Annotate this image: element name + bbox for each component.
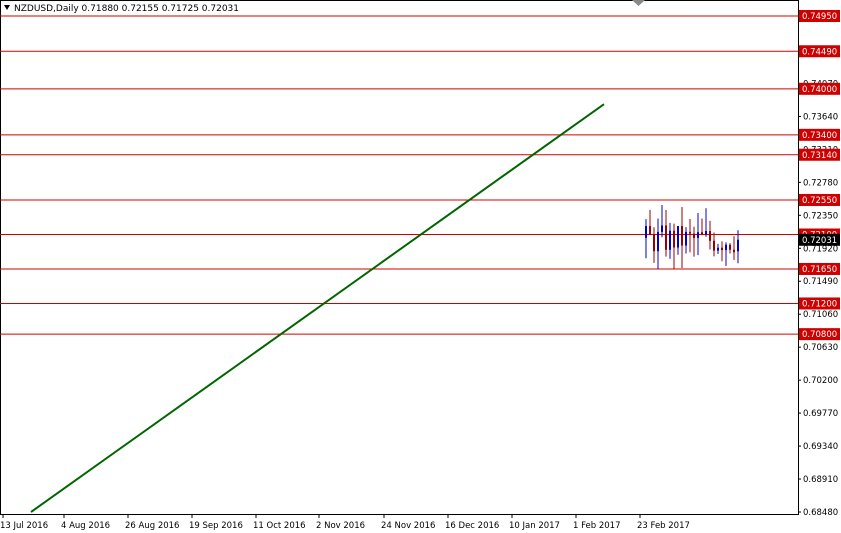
y-tick-label: 0.69340 [803,442,838,452]
candle-body [697,232,699,238]
level-tag [799,262,840,275]
x-tick-label: 13 Jul 2016 [0,521,48,531]
plot-frame [0,0,799,515]
level-tag-label: 0.74490 [802,47,837,57]
level-tag [799,328,840,341]
y-tick-label: 0.72780 [803,178,838,188]
candle-body [665,225,667,250]
trendline-layer[interactable] [30,103,605,513]
x-tick-label: 24 Nov 2016 [381,521,435,531]
y-tick-label: 0.68910 [803,475,838,485]
y-tick-label: 0.71060 [803,310,838,320]
last-price-label: 0.72031 [802,236,837,246]
level-tag-label: 0.72550 [802,196,837,206]
level-labels: 0.74950 0.74490 0.74000 0.73400 0.73140 0.725… [799,10,840,341]
x-tick-label: 23 Feb 2017 [637,521,690,531]
level-tag-label: 0.73140 [802,151,837,161]
y-tick-label: 0.71920 [803,244,838,254]
x-tick-label: 1 Feb 2017 [573,521,621,531]
candle-body [737,239,739,252]
candle-body [721,247,723,251]
horizontal-levels [0,15,798,335]
y-tick-label: 0.73640 [803,112,838,122]
candle-body [693,233,695,238]
candle-body [717,247,719,251]
candle-body [657,231,659,252]
y-tick-label: 0.68480 [803,508,838,518]
symbol-ohlc-line: NZDUSD,Daily 0.71880 0.72155 0.71725 0.7… [14,4,239,14]
level-tag-label: 0.74950 [802,12,837,22]
x-tick-label: 4 Aug 2016 [61,521,110,531]
x-tick-label: 2 Nov 2016 [316,521,365,531]
last-price-box [799,233,840,246]
level-tag-label: 0.74000 [802,85,837,95]
scroll-marker-icon[interactable] [632,0,645,6]
candle-body [705,231,707,235]
candle-body [733,249,735,253]
x-tick-label: 11 Oct 2016 [253,521,306,531]
candle-body [669,230,671,250]
candle-body [685,231,687,246]
x-tick-label: 19 Sep 2016 [189,521,243,531]
time-axis: 13 Jul 2016 4 Aug 2016 26 Aug 2016 19 Sep 2… [0,514,690,531]
y-tick-label: 0.71490 [803,277,838,287]
candle-body [709,231,711,241]
level-tag-label: 0.71650 [802,265,837,275]
candle-body [677,226,679,248]
dropdown-arrow-icon[interactable] [4,5,10,10]
support-trendline[interactable] [30,103,605,513]
level-tag [799,82,840,95]
level-tag [799,128,840,141]
level-tag [799,10,840,22]
candle-body [653,234,655,252]
level-tag-label: 0.70800 [802,330,837,340]
level-tag [799,148,840,161]
y-tick-label: 0.70630 [803,343,838,353]
candle-body [681,226,683,246]
level-tag-label: 0.71200 [802,299,837,309]
candle-body [645,226,647,238]
x-tick-label: 16 Dec 2016 [445,521,499,531]
x-tick-label: 10 Jan 2017 [509,521,560,531]
y-tick-label: 0.69770 [803,409,838,419]
candle-body [725,244,727,251]
level-tag-label: 0.73400 [802,131,837,141]
candle-body [713,240,715,251]
candle-body [673,230,675,248]
x-tick-label: 26 Aug 2016 [125,521,179,531]
level-tag [799,297,840,310]
candle-body [661,225,663,232]
candle-body [729,244,731,250]
last-price-tag: 0.72031 [799,233,840,246]
y-tick-label: 0.72350 [803,211,838,221]
y-tick-label: 0.70200 [803,376,838,386]
candlesticks [645,204,739,269]
level-tag [799,45,840,58]
candle-body [649,226,651,235]
level-tag [799,193,840,206]
candle-body [701,232,703,235]
candle-body [689,231,691,234]
